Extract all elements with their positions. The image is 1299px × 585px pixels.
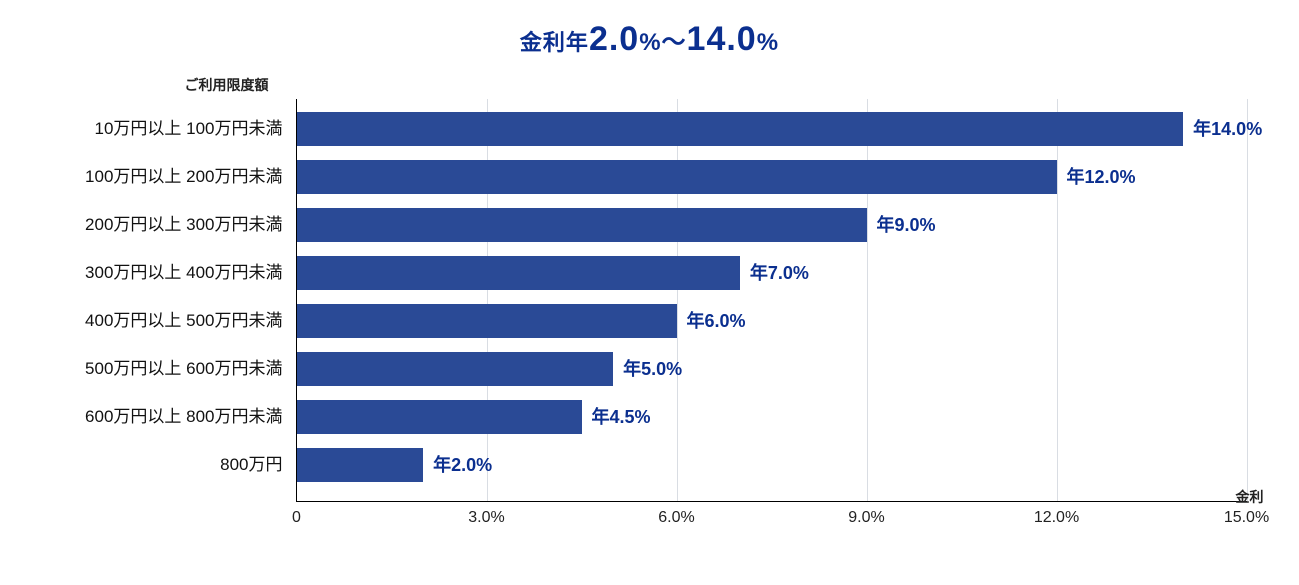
x-axis-title: 金利 — [1236, 487, 1264, 507]
category-label: 100万円以上 200万円未満 — [23, 153, 297, 201]
bar — [297, 256, 740, 290]
x-tick-label: 12.0% — [1034, 501, 1079, 527]
title-prefix: 金利年 — [520, 30, 589, 55]
x-tick-label: 6.0% — [658, 501, 694, 527]
bar-row: 800万円年2.0% — [297, 441, 1247, 489]
bar — [297, 448, 424, 482]
value-label: 年2.0% — [423, 441, 492, 489]
chart-container: ご利用限度額 03.0%6.0%9.0%12.0%15.0%10万円以上 100… — [20, 69, 1280, 549]
value-label: 年12.0% — [1057, 153, 1136, 201]
category-label: 800万円 — [23, 441, 297, 489]
title-low-big: 2.0 — [589, 20, 639, 58]
title-tilde: ～ — [662, 29, 687, 56]
bar — [297, 400, 582, 434]
value-label: 年9.0% — [867, 201, 936, 249]
bar-row: 500万円以上 600万円未満年5.0% — [297, 345, 1247, 393]
bar-row: 300万円以上 400万円未満年7.0% — [297, 249, 1247, 297]
bar — [297, 160, 1057, 194]
bar-row: 600万円以上 800万円未満年4.5% — [297, 393, 1247, 441]
bar — [297, 304, 677, 338]
x-tick-label: 9.0% — [848, 501, 884, 527]
bar-row: 200万円以上 300万円未満年9.0% — [297, 201, 1247, 249]
bar-row: 400万円以上 500万円未満年6.0% — [297, 297, 1247, 345]
title-high-unit: % — [757, 29, 779, 56]
y-axis-title: ご利用限度額 — [185, 75, 269, 95]
bar — [297, 352, 614, 386]
value-label: 年5.0% — [613, 345, 682, 393]
category-label: 500万円以上 600万円未満 — [23, 345, 297, 393]
category-label: 10万円以上 100万円未満 — [23, 105, 297, 153]
gridline — [1247, 99, 1248, 501]
plot-area: 03.0%6.0%9.0%12.0%15.0%10万円以上 100万円未満年14… — [296, 99, 1247, 502]
bar — [297, 208, 867, 242]
category-label: 400万円以上 500万円未満 — [23, 297, 297, 345]
title-high-big: 14.0 — [687, 20, 757, 58]
title-low-unit: % — [639, 29, 661, 56]
bar-row: 10万円以上 100万円未満年14.0% — [297, 105, 1247, 153]
chart-title: 金利年2.0%～14.0% — [0, 0, 1299, 69]
x-tick-label: 0 — [292, 501, 301, 527]
bar — [297, 112, 1184, 146]
x-tick-label: 3.0% — [468, 501, 504, 527]
category-label: 600万円以上 800万円未満 — [23, 393, 297, 441]
bar-row: 100万円以上 200万円未満年12.0% — [297, 153, 1247, 201]
value-label: 年6.0% — [677, 297, 746, 345]
category-label: 200万円以上 300万円未満 — [23, 201, 297, 249]
category-label: 300万円以上 400万円未満 — [23, 249, 297, 297]
value-label: 年4.5% — [582, 393, 651, 441]
value-label: 年14.0% — [1183, 105, 1262, 153]
value-label: 年7.0% — [740, 249, 809, 297]
